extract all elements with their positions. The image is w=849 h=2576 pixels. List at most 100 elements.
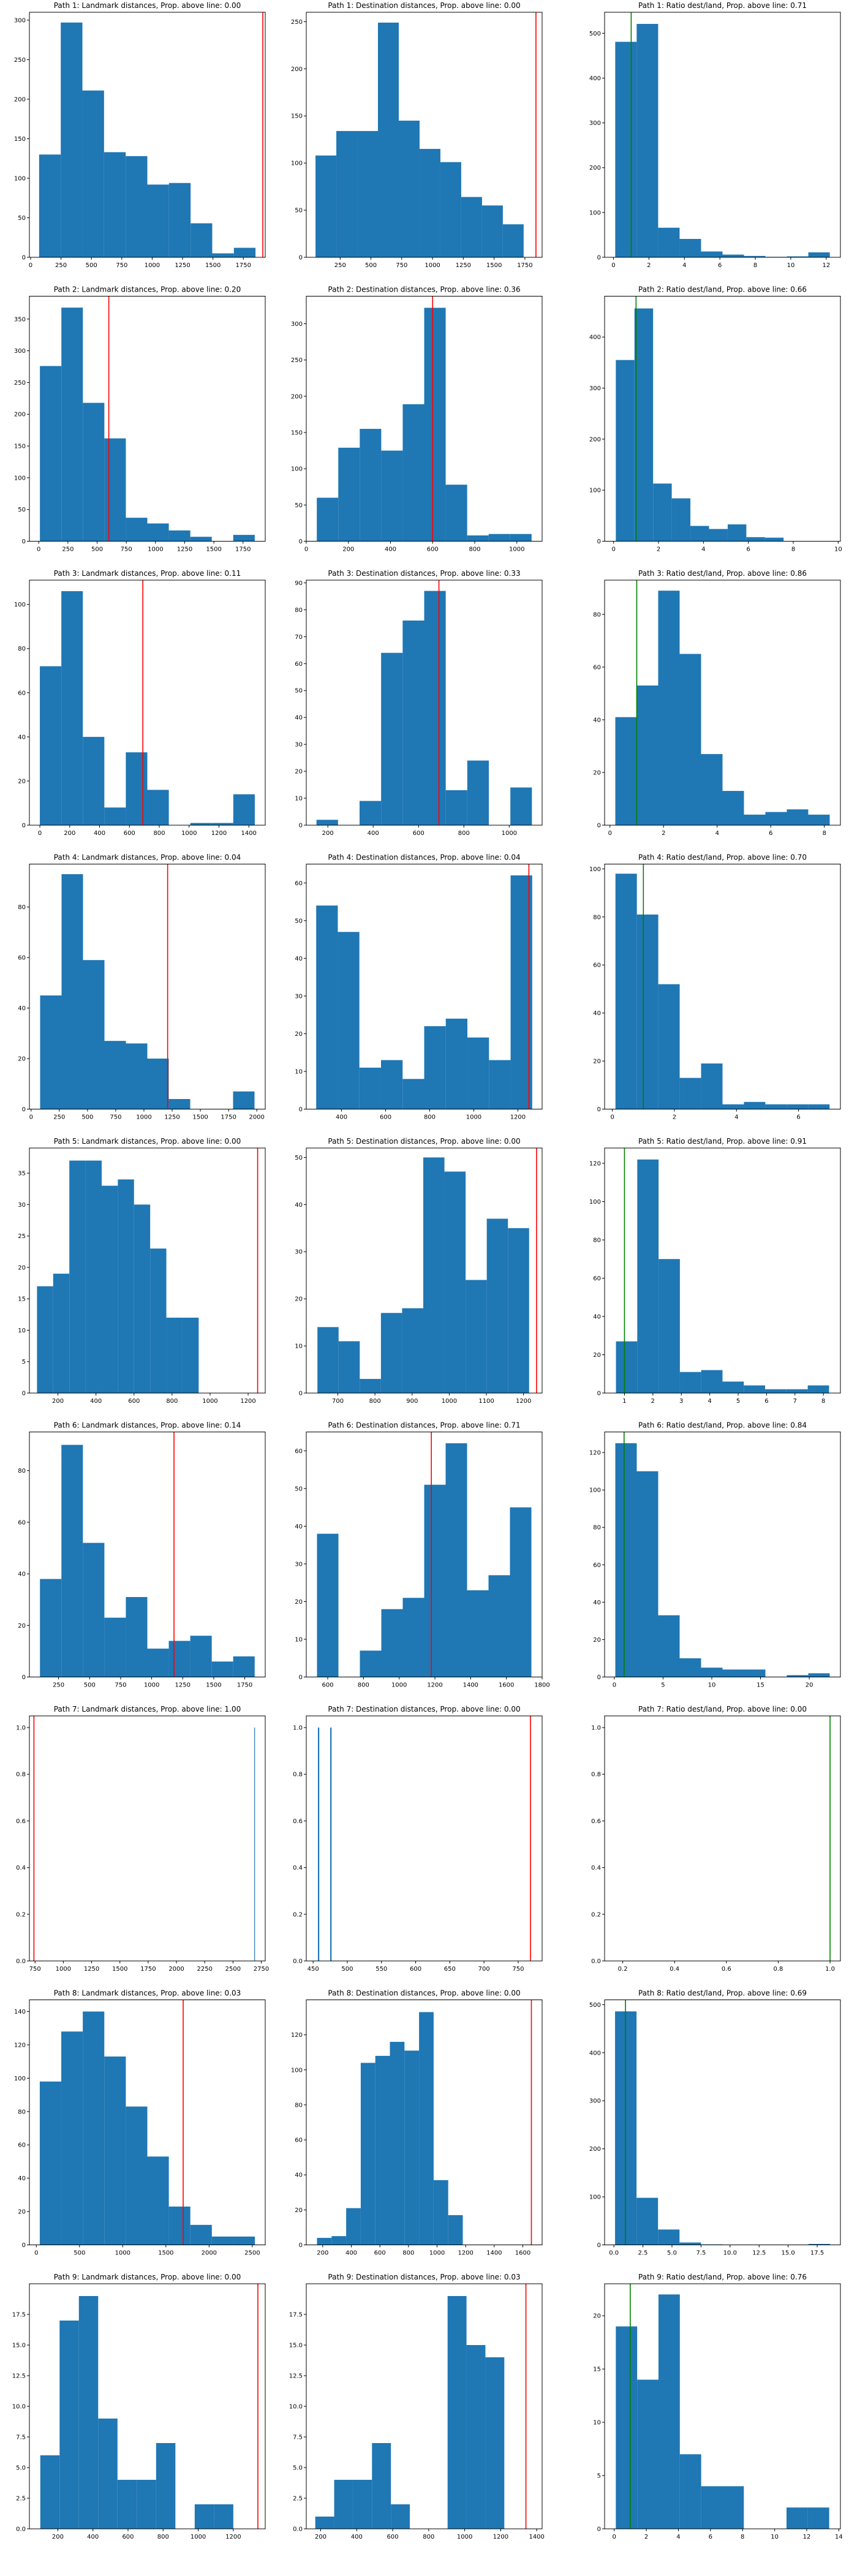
x-tick-label: 800 (153, 830, 165, 837)
panel-title: Path 7: Landmark distances, Prop. above … (54, 1705, 241, 1713)
x-tick-label: 8 (821, 1398, 825, 1405)
y-tick-label: 10.0 (289, 2404, 303, 2411)
y-tick-label: 0 (597, 2526, 601, 2533)
panel-title: Path 8: Landmark distances, Prop. above … (54, 1989, 241, 1998)
histogram-bar (701, 251, 723, 257)
x-tick-label: 1250 (456, 262, 471, 269)
x-tick-label: 400 (351, 2534, 363, 2540)
histogram-bar (722, 1669, 744, 1677)
x-tick-label: 8 (791, 546, 795, 553)
y-tick-label: 400 (589, 2050, 601, 2057)
x-tick-label: 600 (410, 1966, 421, 1973)
x-tick-label: 400 (94, 830, 105, 837)
x-tick-label: 500 (81, 1114, 93, 1121)
x-tick-label: 1000 (429, 2250, 445, 2257)
y-tick-label: 12.5 (12, 2373, 26, 2380)
histogram-bar (53, 1274, 70, 1393)
axes-frame (29, 864, 266, 1109)
histogram-bar (380, 1060, 403, 1109)
histogram-bar (402, 1308, 423, 1393)
x-tick-label: 2500 (225, 1966, 241, 1973)
y-tick-label: 40 (18, 734, 26, 741)
histogram-bar (466, 2345, 486, 2529)
x-tick-label: 1600 (515, 2250, 530, 2257)
histogram-bar (634, 308, 654, 542)
y-tick-label: 50 (295, 918, 303, 924)
y-tick-label: 0.6 (16, 1818, 26, 1825)
y-tick-label: 400 (589, 75, 601, 82)
y-tick-label: 1.0 (16, 1725, 26, 1732)
histogram-panel-16: Path 6: Landmark distances, Prop. above … (18, 1421, 266, 1689)
y-tick-label: 300 (14, 17, 26, 24)
histogram-bar (466, 1280, 487, 1393)
x-tick-label: 600 (427, 546, 439, 553)
y-tick-label: 0.2 (16, 1911, 26, 1918)
histogram-bar (701, 2486, 723, 2529)
x-tick-label: 250 (53, 1114, 65, 1121)
axes-frame (604, 12, 841, 258)
histogram-bar (615, 874, 637, 1109)
y-tick-label: 5.0 (16, 2465, 26, 2472)
y-tick-label: 2.5 (16, 2496, 26, 2502)
histogram-bar (147, 1649, 169, 1677)
panel-title: Path 9: Ratio dest/land, Prop. above lin… (638, 2273, 807, 2281)
histogram-bar (316, 820, 338, 825)
x-tick-label: 2 (662, 830, 665, 837)
y-tick-label: 10.0 (12, 2404, 26, 2411)
histogram-panel-12: Path 4: Ratio dest/land, Prop. above lin… (589, 853, 841, 1121)
histogram-bar (510, 787, 532, 825)
x-tick-label: 1200 (427, 1682, 442, 1689)
x-tick-label: 0.2 (618, 1966, 628, 1973)
histogram-bar (381, 652, 403, 825)
y-tick-label: 60 (18, 2142, 26, 2149)
x-tick-label: 1250 (175, 262, 190, 269)
y-tick-label: 100 (589, 488, 601, 494)
x-tick-label: 750 (110, 1114, 121, 1121)
y-tick-label: 500 (589, 2002, 601, 2009)
y-tick-label: 120 (14, 2042, 26, 2049)
x-tick-label: 1500 (205, 262, 221, 269)
y-tick-label: 10 (295, 796, 303, 803)
histogram-bar (615, 42, 637, 258)
y-tick-label: 30 (295, 993, 303, 1000)
x-tick-label: 1750 (221, 1114, 236, 1121)
x-tick-label: 10 (787, 262, 795, 269)
x-tick-label: 1200 (510, 1114, 526, 1121)
x-tick-label: 1200 (225, 2534, 241, 2540)
histogram-bar (104, 1041, 126, 1109)
x-tick-label: 1200 (458, 2250, 473, 2257)
y-tick-label: 70 (295, 634, 303, 641)
x-tick-label: 4 (715, 830, 719, 837)
y-tick-label: 50 (295, 502, 303, 509)
histogram-bar (390, 2042, 405, 2245)
panel-title: Path 9: Landmark distances, Prop. above … (54, 2273, 241, 2281)
x-tick-label: 0.4 (670, 1966, 679, 1973)
x-tick-label: 200 (52, 1398, 64, 1405)
histogram-bar (104, 2057, 126, 2245)
histogram-bar (808, 2243, 830, 2245)
histogram-panel-15: Path 5: Ratio dest/land, Prop. above lin… (589, 1137, 841, 1405)
histogram-bar (679, 654, 701, 825)
x-tick-label: 0 (29, 262, 32, 269)
x-tick-label: 6 (718, 262, 722, 269)
x-tick-label: 1200 (240, 1398, 255, 1405)
y-tick-label: 40 (18, 1005, 26, 1012)
histogram-bar (510, 1507, 532, 1677)
y-tick-label: 0 (299, 255, 303, 262)
axes-frame (29, 296, 266, 542)
panel-title: Path 2: Destination distances, Prop. abo… (328, 285, 520, 294)
histogram-bar (787, 809, 809, 825)
axes-frame (306, 580, 543, 826)
x-tick-label: 1000 (191, 2534, 206, 2540)
y-tick-label: 60 (593, 1275, 601, 1282)
histogram-bar (722, 1104, 744, 1109)
y-tick-label: 0.8 (591, 1772, 601, 1778)
y-tick-label: 100 (291, 2067, 303, 2074)
x-tick-label: 2 (647, 262, 651, 269)
histogram-bar (636, 2197, 658, 2245)
y-tick-label: 5 (597, 2473, 601, 2480)
histogram-bar (338, 1341, 360, 1393)
histogram-bar (424, 308, 446, 542)
y-tick-label: 1.0 (293, 1725, 303, 1732)
